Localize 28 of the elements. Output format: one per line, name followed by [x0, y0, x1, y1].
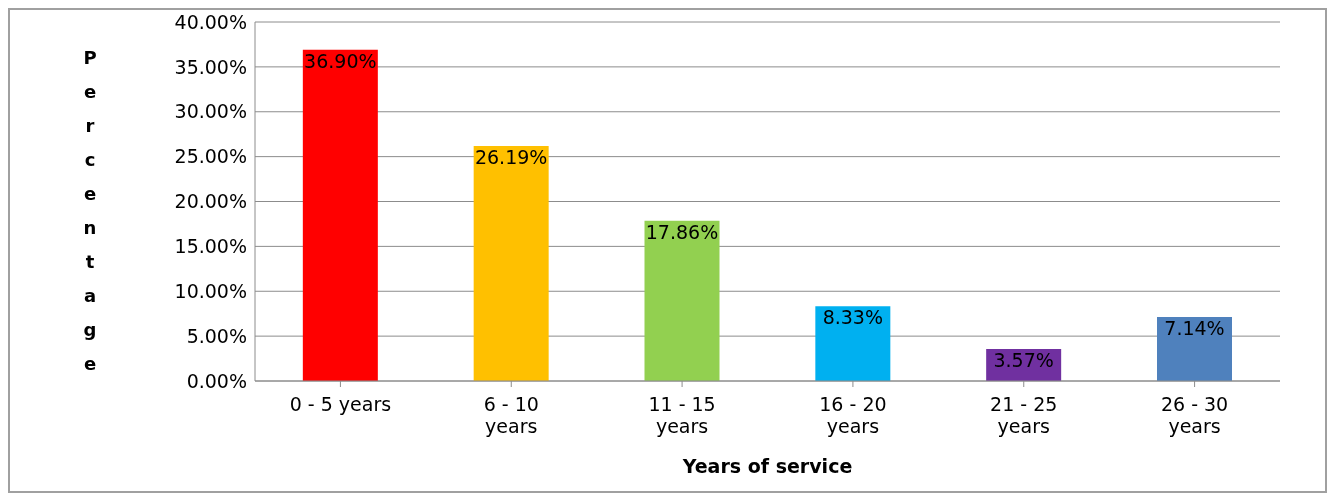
x-tick-label: 0 - 5 years	[289, 393, 392, 415]
x-tick-label: 16 - 20 years	[819, 393, 887, 437]
y-tick-label: 25.00%	[174, 145, 247, 168]
data-label: 36.90%	[304, 49, 377, 72]
y-tick-label: 15.00%	[174, 235, 247, 258]
y-tick-label: 40.00%	[174, 10, 247, 33]
x-axis-title: Years of service	[681, 455, 853, 477]
y-tick-label: 30.00%	[174, 100, 247, 123]
text: Percentage	[83, 47, 97, 374]
x-tick-label: 26 - 30 years	[1160, 393, 1229, 437]
data-label: 7.14%	[1164, 316, 1225, 339]
y-tick-label: 0.00%	[186, 369, 247, 392]
y-tick-label: 35.00%	[174, 55, 247, 78]
y-tick-label: 5.00%	[186, 324, 247, 347]
bar	[302, 49, 378, 381]
data-label: 26.19%	[474, 145, 548, 168]
data-label: 17.86%	[645, 220, 719, 243]
bar	[644, 220, 720, 381]
data-label: 3.57%	[993, 348, 1054, 371]
y-tick-label: 10.00%	[174, 279, 247, 302]
bar	[473, 145, 549, 381]
bar	[815, 306, 891, 381]
bar	[1157, 316, 1232, 381]
y-tick-label: 20.00%	[174, 190, 247, 213]
x-tick-label: 11 - 15 years	[648, 393, 716, 437]
x-tick-label: 6 - 10 years	[483, 393, 539, 437]
data-label: 8.33%	[822, 306, 884, 329]
x-tick-label: 21 - 25 years	[990, 393, 1058, 437]
